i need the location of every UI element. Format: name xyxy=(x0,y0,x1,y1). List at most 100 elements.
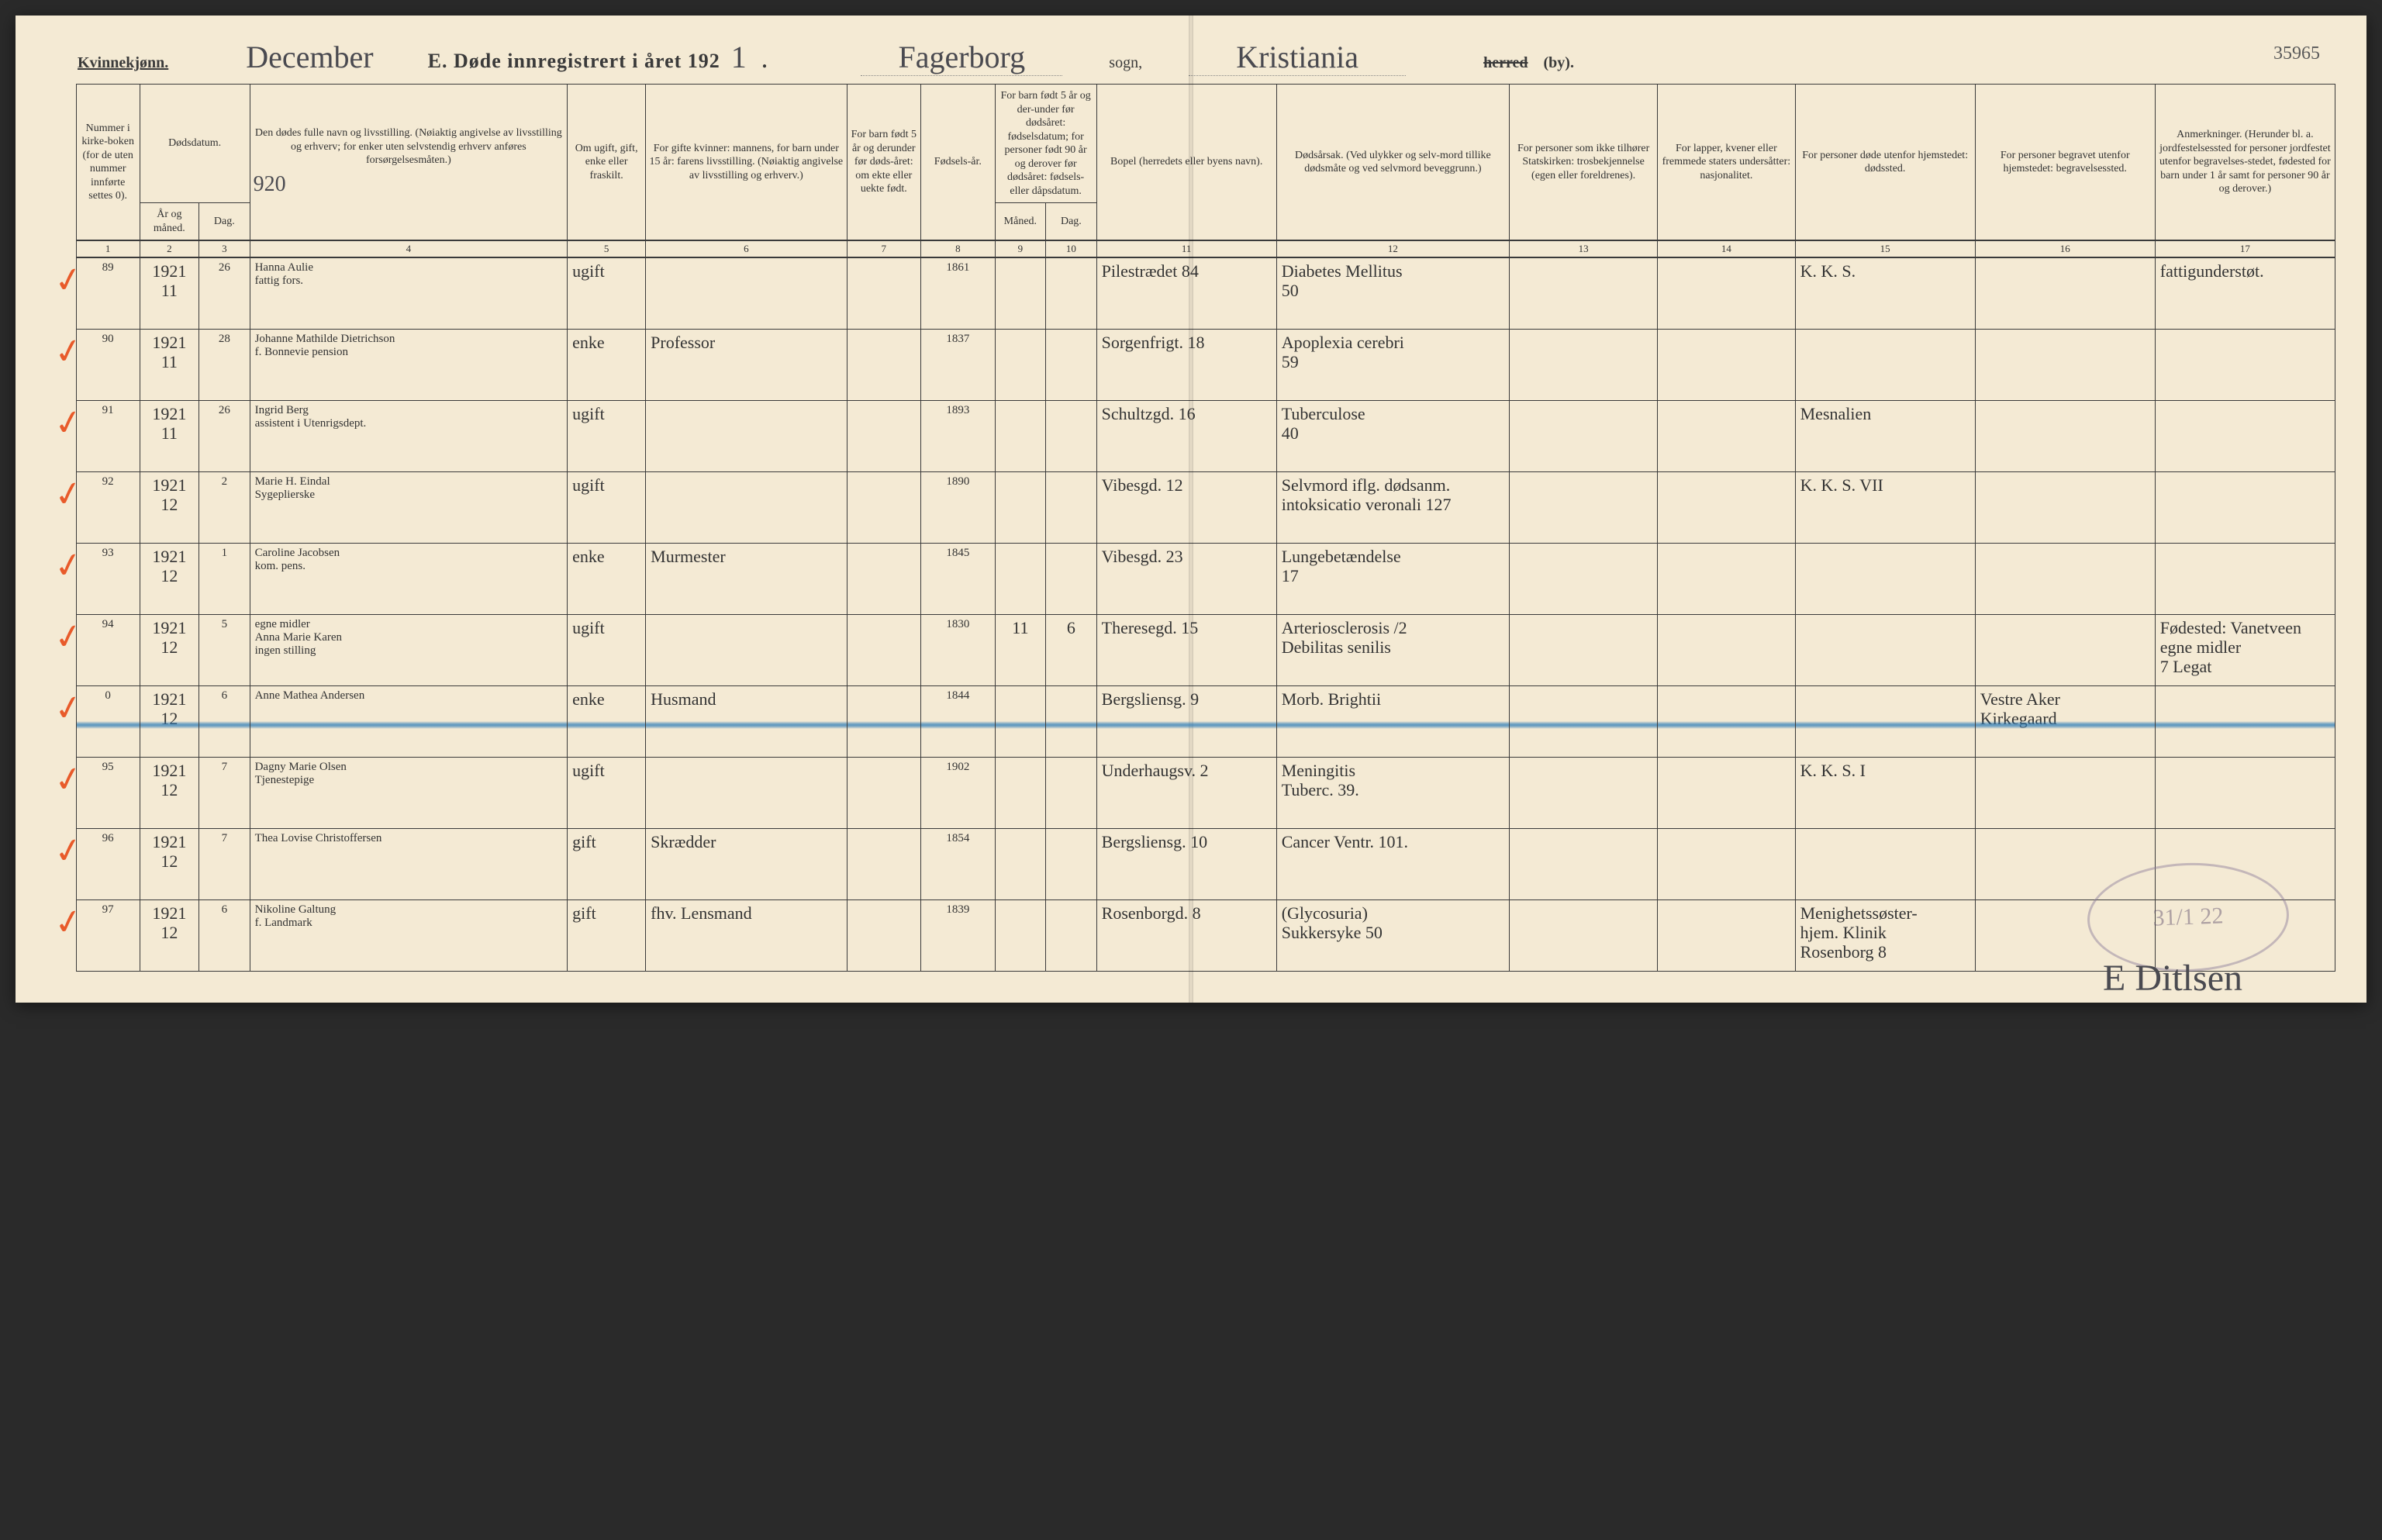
cause-of-death: Selvmord iflg. dødsanm. intoksicatio ver… xyxy=(1276,471,1509,543)
ledger-row: ✓961921 127Thea Lovise Christoffersengif… xyxy=(47,828,2335,899)
year-month: 1921 12 xyxy=(140,757,198,828)
strike-line xyxy=(1046,721,1096,729)
death-place: Menighetssøster- hjem. Klinik Rosenborg … xyxy=(1795,899,1975,971)
marital-status: ugift xyxy=(568,614,646,685)
day: 2 xyxy=(199,471,250,543)
year-month: 1921 12 xyxy=(140,828,198,899)
entry-number: 95 xyxy=(76,757,140,828)
remarks: fattigunderstøt. xyxy=(2155,257,2335,329)
death-place: K. K. S. I xyxy=(1795,757,1975,828)
cause-of-death: Arteriosclerosis /2 Debilitas senilis xyxy=(1276,614,1509,685)
remarks xyxy=(2155,329,2335,400)
birth-month xyxy=(995,899,1046,971)
birth-month xyxy=(995,543,1046,614)
name-occupation: Thea Lovise Christoffersen xyxy=(250,828,568,899)
birth-year: 1844 xyxy=(921,685,996,757)
col-17: Anmerkninger. (Herunder bl. a. jordfeste… xyxy=(2155,85,2335,241)
marital-status: ugift xyxy=(568,471,646,543)
faith xyxy=(1510,614,1658,685)
signature: E Ditlsen xyxy=(2103,957,2242,1000)
strike-line xyxy=(199,721,250,729)
ledger-row: ✓911921 1126Ingrid Berg assistent i Uten… xyxy=(47,400,2335,471)
remarks xyxy=(2155,685,2335,757)
death-place: K. K. S. VII xyxy=(1795,471,1975,543)
col-8: Fødsels-år. xyxy=(921,85,996,241)
marital-status: gift xyxy=(568,899,646,971)
ledger-row: ✓921921 122Marie H. Eindal Sygeplierskeu… xyxy=(47,471,2335,543)
column-number: 11 xyxy=(1096,240,1276,257)
cause-of-death: Cancer Ventr. 101. xyxy=(1276,828,1509,899)
column-number: 2 xyxy=(140,240,198,257)
col-1: Nummer i kirke-boken (for de uten nummer… xyxy=(76,85,140,241)
strike-line xyxy=(77,721,140,729)
faith xyxy=(1510,757,1658,828)
column-number: 7 xyxy=(847,240,921,257)
residence: Rosenborgd. 8 xyxy=(1096,899,1276,971)
faith xyxy=(1510,400,1658,471)
strike-line xyxy=(1658,721,1794,729)
col-9a: Måned. xyxy=(995,203,1046,241)
table-body: ✓891921 1126Hanna Aulie fattig fors.ugif… xyxy=(47,257,2335,971)
nationality xyxy=(1658,828,1795,899)
column-number: 3 xyxy=(199,240,250,257)
faith xyxy=(1510,329,1658,400)
name-occupation: Johanne Mathilde Dietrichson f. Bonnevie… xyxy=(250,329,568,400)
birth-month xyxy=(995,257,1046,329)
birth-year: 1861 xyxy=(921,257,996,329)
cause-of-death: Lungebetændelse 17 xyxy=(1276,543,1509,614)
birth-day: 6 xyxy=(1046,614,1097,685)
strike-line xyxy=(921,721,995,729)
residence: Bergsliensg. 9 xyxy=(1096,685,1276,757)
death-place xyxy=(1795,614,1975,685)
tick-cell: ✓ xyxy=(47,543,76,614)
birth-year: 1854 xyxy=(921,828,996,899)
nationality xyxy=(1658,757,1795,828)
burial-place xyxy=(1975,471,2155,543)
column-number: 4 xyxy=(250,240,568,257)
faith xyxy=(1510,828,1658,899)
strike-line xyxy=(250,721,568,729)
year-month: 1921 11 xyxy=(140,400,198,471)
faith xyxy=(1510,899,1658,971)
residence: Underhaugsv. 2 xyxy=(1096,757,1276,828)
birth-day xyxy=(1046,329,1097,400)
birth-day xyxy=(1046,757,1097,828)
column-number: 14 xyxy=(1658,240,1795,257)
residence: Sorgenfrigt. 18 xyxy=(1096,329,1276,400)
strike-line xyxy=(1097,721,1276,729)
day: 7 xyxy=(199,828,250,899)
entry-number: 89 xyxy=(76,257,140,329)
ledger-row: ✓891921 1126Hanna Aulie fattig fors.ugif… xyxy=(47,257,2335,329)
legitimacy xyxy=(847,685,921,757)
entry-number: 90 xyxy=(76,329,140,400)
marital-status: enke xyxy=(568,329,646,400)
name-occupation: Ingrid Berg assistent i Utenrigsdept. xyxy=(250,400,568,471)
legitimacy xyxy=(847,899,921,971)
birth-year: 1830 xyxy=(921,614,996,685)
cause-of-death: Apoplexia cerebri 59 xyxy=(1276,329,1509,400)
remarks xyxy=(2155,400,2335,471)
spouse-occupation xyxy=(646,614,847,685)
legitimacy xyxy=(847,757,921,828)
strike-line xyxy=(2156,721,2335,729)
col-2-top: Dødsdatum. xyxy=(140,85,250,203)
legitimacy xyxy=(847,828,921,899)
column-number: 15 xyxy=(1795,240,1975,257)
col-6: For gifte kvinner: mannens, for barn und… xyxy=(646,85,847,241)
cause-of-death: Tuberculose 40 xyxy=(1276,400,1509,471)
col-9-top: For barn født 5 år og der-under før døds… xyxy=(995,85,1096,203)
ledger-row: ✓941921 125egne midler Anna Marie Karen … xyxy=(47,614,2335,685)
nationality xyxy=(1658,400,1795,471)
herred-label: herred xyxy=(1483,54,1528,72)
entry-number: 94 xyxy=(76,614,140,685)
faith xyxy=(1510,685,1658,757)
ledger-row: ✓971921 126Nikoline Galtung f. Landmarkg… xyxy=(47,899,2335,971)
marital-status: enke xyxy=(568,685,646,757)
spouse-occupation: Skrædder xyxy=(646,828,847,899)
col-13: For personer som ikke tilhører Statskirk… xyxy=(1510,85,1658,241)
prev-year-hand: 920 xyxy=(254,171,564,198)
name-occupation: Anne Mathea Andersen xyxy=(250,685,568,757)
spouse-occupation xyxy=(646,257,847,329)
strike-line xyxy=(848,721,921,729)
day: 6 xyxy=(199,685,250,757)
